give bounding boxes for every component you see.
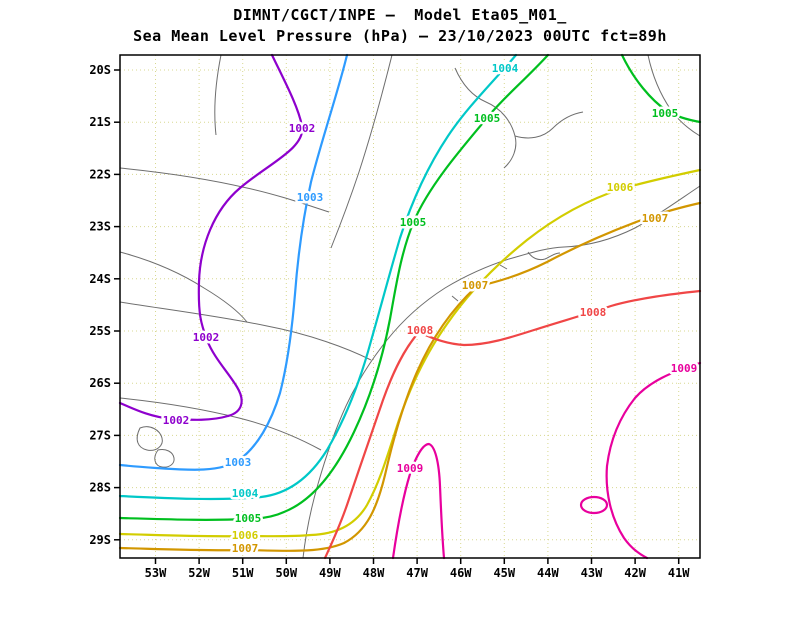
contour-label-1006: 1006 [232, 529, 259, 542]
contour-path-1005 [620, 53, 702, 124]
lon-tick-label: 45W [493, 566, 515, 580]
contour-label-1005: 1005 [652, 107, 679, 120]
lat-tick-label: 27S [89, 428, 111, 442]
contour-label-1005: 1005 [400, 216, 427, 229]
lon-tick-label: 46W [450, 566, 472, 580]
contour-path-1009 [605, 361, 702, 560]
contour-label-1004: 1004 [232, 487, 259, 500]
contour-label-1005: 1005 [235, 512, 262, 525]
lat-tick-label: 21S [89, 115, 111, 129]
lat-tick-label: 20S [89, 63, 111, 77]
contour-label-1005: 1005 [474, 112, 501, 125]
chart-title-line1: DIMNT/CGCT/INPE – Model Eta05_M01_ [233, 6, 567, 24]
contour-path-1004 [118, 53, 518, 501]
contour-1003 [118, 53, 349, 471]
coastline-border-path [154, 449, 175, 468]
contour-path-1002 [118, 53, 304, 421]
lon-tick-label: 53W [145, 566, 167, 580]
lon-tick-label: 49W [319, 566, 341, 580]
lon-tick-label: 47W [406, 566, 428, 580]
coastline-border-path [330, 54, 393, 249]
lat-tick-label: 24S [89, 272, 111, 286]
lon-tick-label: 42W [624, 566, 646, 580]
contour-label-1002: 1002 [289, 122, 316, 135]
lon-tick-label: 51W [232, 566, 254, 580]
map-borders [119, 54, 701, 559]
coastline-border-path [527, 251, 561, 261]
contour-path-1007 [118, 201, 702, 552]
coastline-border-path [454, 67, 517, 169]
contour-label-1004: 1004 [492, 62, 519, 75]
coastline-border-path [302, 185, 701, 559]
contour-1004 [118, 53, 518, 501]
contour-label-1006: 1006 [607, 181, 634, 194]
lat-tick-label: 29S [89, 533, 111, 547]
contour-label-1008: 1008 [580, 306, 607, 319]
lat-tick-label: 28S [89, 481, 111, 495]
axis-ticks [114, 69, 680, 564]
contour-path-1005 [118, 53, 550, 521]
coastline-border-path [451, 295, 459, 302]
coastline-border-path [119, 251, 248, 323]
contour-label-1007: 1007 [462, 279, 489, 292]
lat-tick-label: 22S [89, 167, 111, 181]
coastline-border-path [514, 111, 584, 139]
coastline-border-path [499, 264, 508, 270]
plot-frame [119, 54, 701, 559]
lon-tick-label: 52W [188, 566, 210, 580]
contour-label-1009: 1009 [671, 362, 698, 375]
coastline-border-path [647, 54, 701, 137]
contour-path-1003 [118, 53, 349, 471]
gridlines [120, 55, 700, 558]
contour-path-1008 [323, 289, 702, 560]
lon-tick-label: 50W [275, 566, 297, 580]
contour-1002 [118, 53, 304, 421]
contour-label-1008: 1008 [407, 324, 434, 337]
contour-path-1009 [579, 495, 609, 515]
chart-title-line2: Sea Mean Level Pressure (hPa) – 23/10/20… [133, 27, 667, 45]
contour-1007 [118, 201, 702, 552]
coastline-border-path [119, 301, 372, 361]
contour-path-1009 [391, 442, 446, 560]
contour-label-1007: 1007 [232, 542, 259, 555]
contour-1005 [118, 53, 702, 521]
contour-label-1003: 1003 [225, 456, 252, 469]
lon-tick-label: 41W [668, 566, 690, 580]
contour-label-1009: 1009 [397, 462, 424, 475]
contour-1009 [391, 361, 702, 560]
lat-tick-label: 23S [89, 220, 111, 234]
lon-tick-label: 43W [581, 566, 603, 580]
coastline-border-path [119, 397, 322, 451]
coastline-border-path [214, 54, 222, 136]
contour-1008 [323, 289, 702, 560]
lon-tick-label: 48W [363, 566, 385, 580]
coastline-border-path [119, 167, 330, 213]
coastline-border-path [136, 426, 163, 451]
contour-label-1002: 1002 [163, 414, 190, 427]
lon-tick-label: 44W [537, 566, 559, 580]
contour-label-1003: 1003 [297, 191, 324, 204]
contour-label-1002: 1002 [193, 331, 220, 344]
lat-tick-label: 25S [89, 324, 111, 338]
lat-tick-label: 26S [89, 376, 111, 390]
contour-label-1007: 1007 [642, 212, 669, 225]
